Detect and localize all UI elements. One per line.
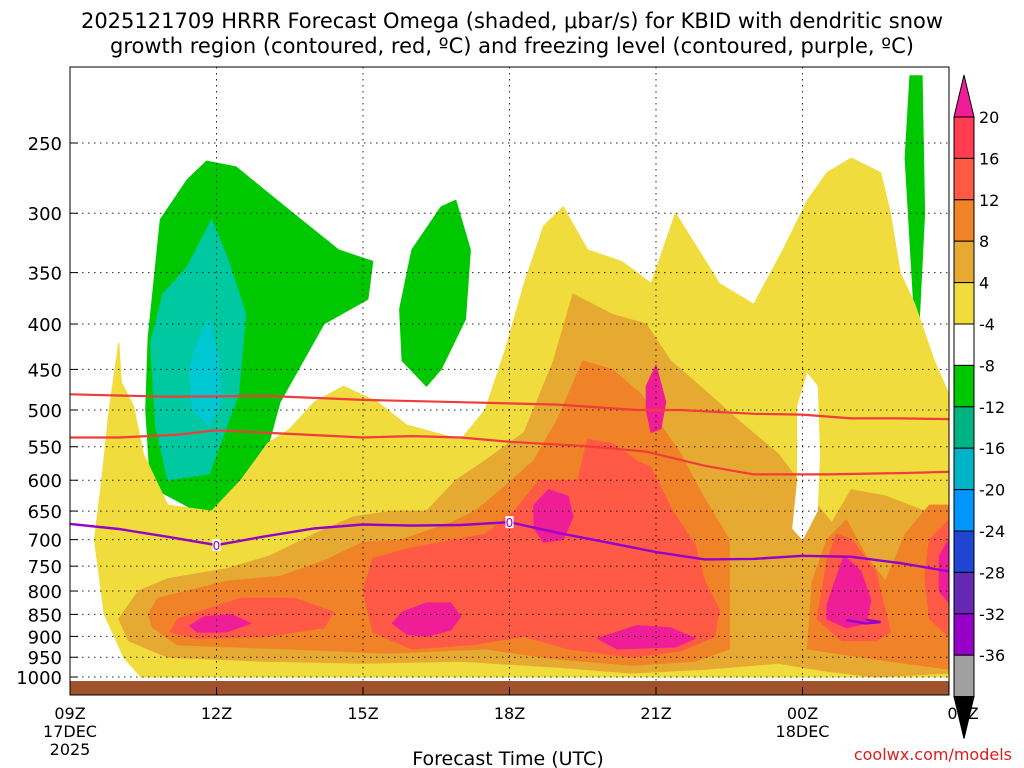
- dgz-contour-line-2: [70, 429, 949, 476]
- colorbar-swatch-1: [953, 116, 975, 159]
- y-tick-label-300: 300: [28, 204, 62, 225]
- x-tick-label-15Z: 15Z: [347, 704, 378, 723]
- y-tick-label-500: 500: [28, 401, 62, 422]
- colorbar-label--20: -20: [979, 481, 1005, 500]
- colorbar-label--32: -32: [979, 605, 1005, 624]
- x-axis-time: 09Z17DEC202512Z15Z18Z21Z00Z18DEC03Z: [43, 687, 979, 759]
- colorbar-top-arrow: [953, 74, 975, 118]
- colorbar-swatch-14: [953, 654, 975, 698]
- colorbar-bottom-arrow: [953, 696, 975, 739]
- credit-link[interactable]: coolwx.com/models: [854, 745, 1012, 764]
- y-tick-label-800: 800: [28, 582, 62, 603]
- colorbar-swatch-7: [953, 364, 975, 408]
- colorbar-label-16: 16: [979, 149, 999, 168]
- colorbar-label-4: 4: [979, 274, 989, 293]
- colorbar-swatch-12: [953, 571, 975, 615]
- colorbar-swatch-3: [953, 199, 975, 242]
- contours: 00: [70, 393, 949, 625]
- colorbar-label--28: -28: [979, 563, 1005, 582]
- colorbar-swatch-9: [953, 447, 975, 491]
- x-tick-label-21Z: 21Z: [640, 704, 671, 723]
- freezing-label-bg-1: [212, 539, 221, 552]
- omega-region--16-1: [189, 317, 222, 426]
- colorbar-swatch-13: [953, 613, 975, 656]
- colorbar-label-8: 8: [979, 232, 989, 251]
- colorbar-swatch-11: [953, 530, 975, 573]
- omega-region-20-5: [596, 625, 697, 650]
- y-tick-label-950: 950: [28, 648, 62, 669]
- colorbar-swatch-6: [953, 323, 975, 366]
- dgz-contour-line-1: [70, 393, 949, 421]
- y-tick-label-250: 250: [28, 134, 62, 155]
- y-tick-label-1000: 1000: [16, 668, 62, 689]
- colorbar-label--8: -8: [979, 356, 995, 375]
- colorbar-label--4: -4: [979, 315, 995, 334]
- colorbar-legend: 20 16 12 8 4 -4 -8 -12 -16 -20 -24 -28 -32 -36: [953, 74, 1005, 739]
- y-tick-label-700: 700: [28, 531, 62, 552]
- colorbar-swatch-8: [953, 406, 975, 449]
- omega-region-20-6: [826, 554, 872, 629]
- x-year-label-2025: 2025: [50, 740, 91, 759]
- freezing-level-contour-2: [846, 618, 881, 625]
- x-date-label-17DEC: 17DEC: [43, 722, 97, 741]
- y-tick-label-400: 400: [28, 315, 62, 336]
- colorbar-swatch-2: [953, 157, 975, 201]
- freezing-contour-label-2: 0: [506, 516, 514, 530]
- colorbar-swatch-4: [953, 240, 975, 284]
- y-tick-label-450: 450: [28, 360, 62, 381]
- colorbar-swatch-10: [953, 489, 975, 532]
- y-tick-label-750: 750: [28, 557, 62, 578]
- y-axis-pressure: 2503003504004505005506006507007508008509…: [16, 134, 78, 689]
- colorbar-label--12: -12: [979, 398, 1005, 417]
- y-tick-label-350: 350: [28, 264, 62, 285]
- freezing-label-bg-2: [505, 516, 514, 529]
- omega-region--8-2: [399, 199, 471, 387]
- x-tick-label-00Z: 00Z: [787, 704, 818, 723]
- y-tick-label-850: 850: [28, 605, 62, 626]
- y-tick-label-900: 900: [28, 627, 62, 648]
- y-tick-label-650: 650: [28, 502, 62, 523]
- omega-region-20-2: [391, 602, 462, 637]
- colorbar-label--16: -16: [979, 439, 1005, 458]
- omega-shading: [93, 75, 949, 678]
- x-axis-title: Forecast Time (UTC): [412, 748, 603, 768]
- colorbar-label--24: -24: [979, 522, 1005, 541]
- colorbar-label-20: 20: [979, 108, 999, 127]
- freezing-contour-label-1: 0: [213, 539, 221, 553]
- colorbar-label-12: 12: [979, 191, 999, 210]
- chart-title-line-1: 2025121709 HRRR Forecast Omega (shaded, …: [80, 9, 944, 33]
- x-tick-label-09Z: 09Z: [54, 704, 85, 723]
- gridlines: [69, 67, 950, 681]
- x-tick-label-12Z: 12Z: [201, 704, 232, 723]
- y-tick-label-600: 600: [28, 471, 62, 492]
- x-date-label-18DEC: 18DEC: [776, 722, 830, 741]
- colorbar-swatch-5: [953, 282, 975, 325]
- y-tick-label-550: 550: [28, 438, 62, 459]
- x-tick-label-18Z: 18Z: [494, 704, 525, 723]
- colorbar-label--36: -36: [979, 646, 1005, 665]
- omega-region-20-1: [188, 613, 253, 633]
- chart-title-line-2: growth region (contoured, red, ºC) and f…: [110, 34, 914, 58]
